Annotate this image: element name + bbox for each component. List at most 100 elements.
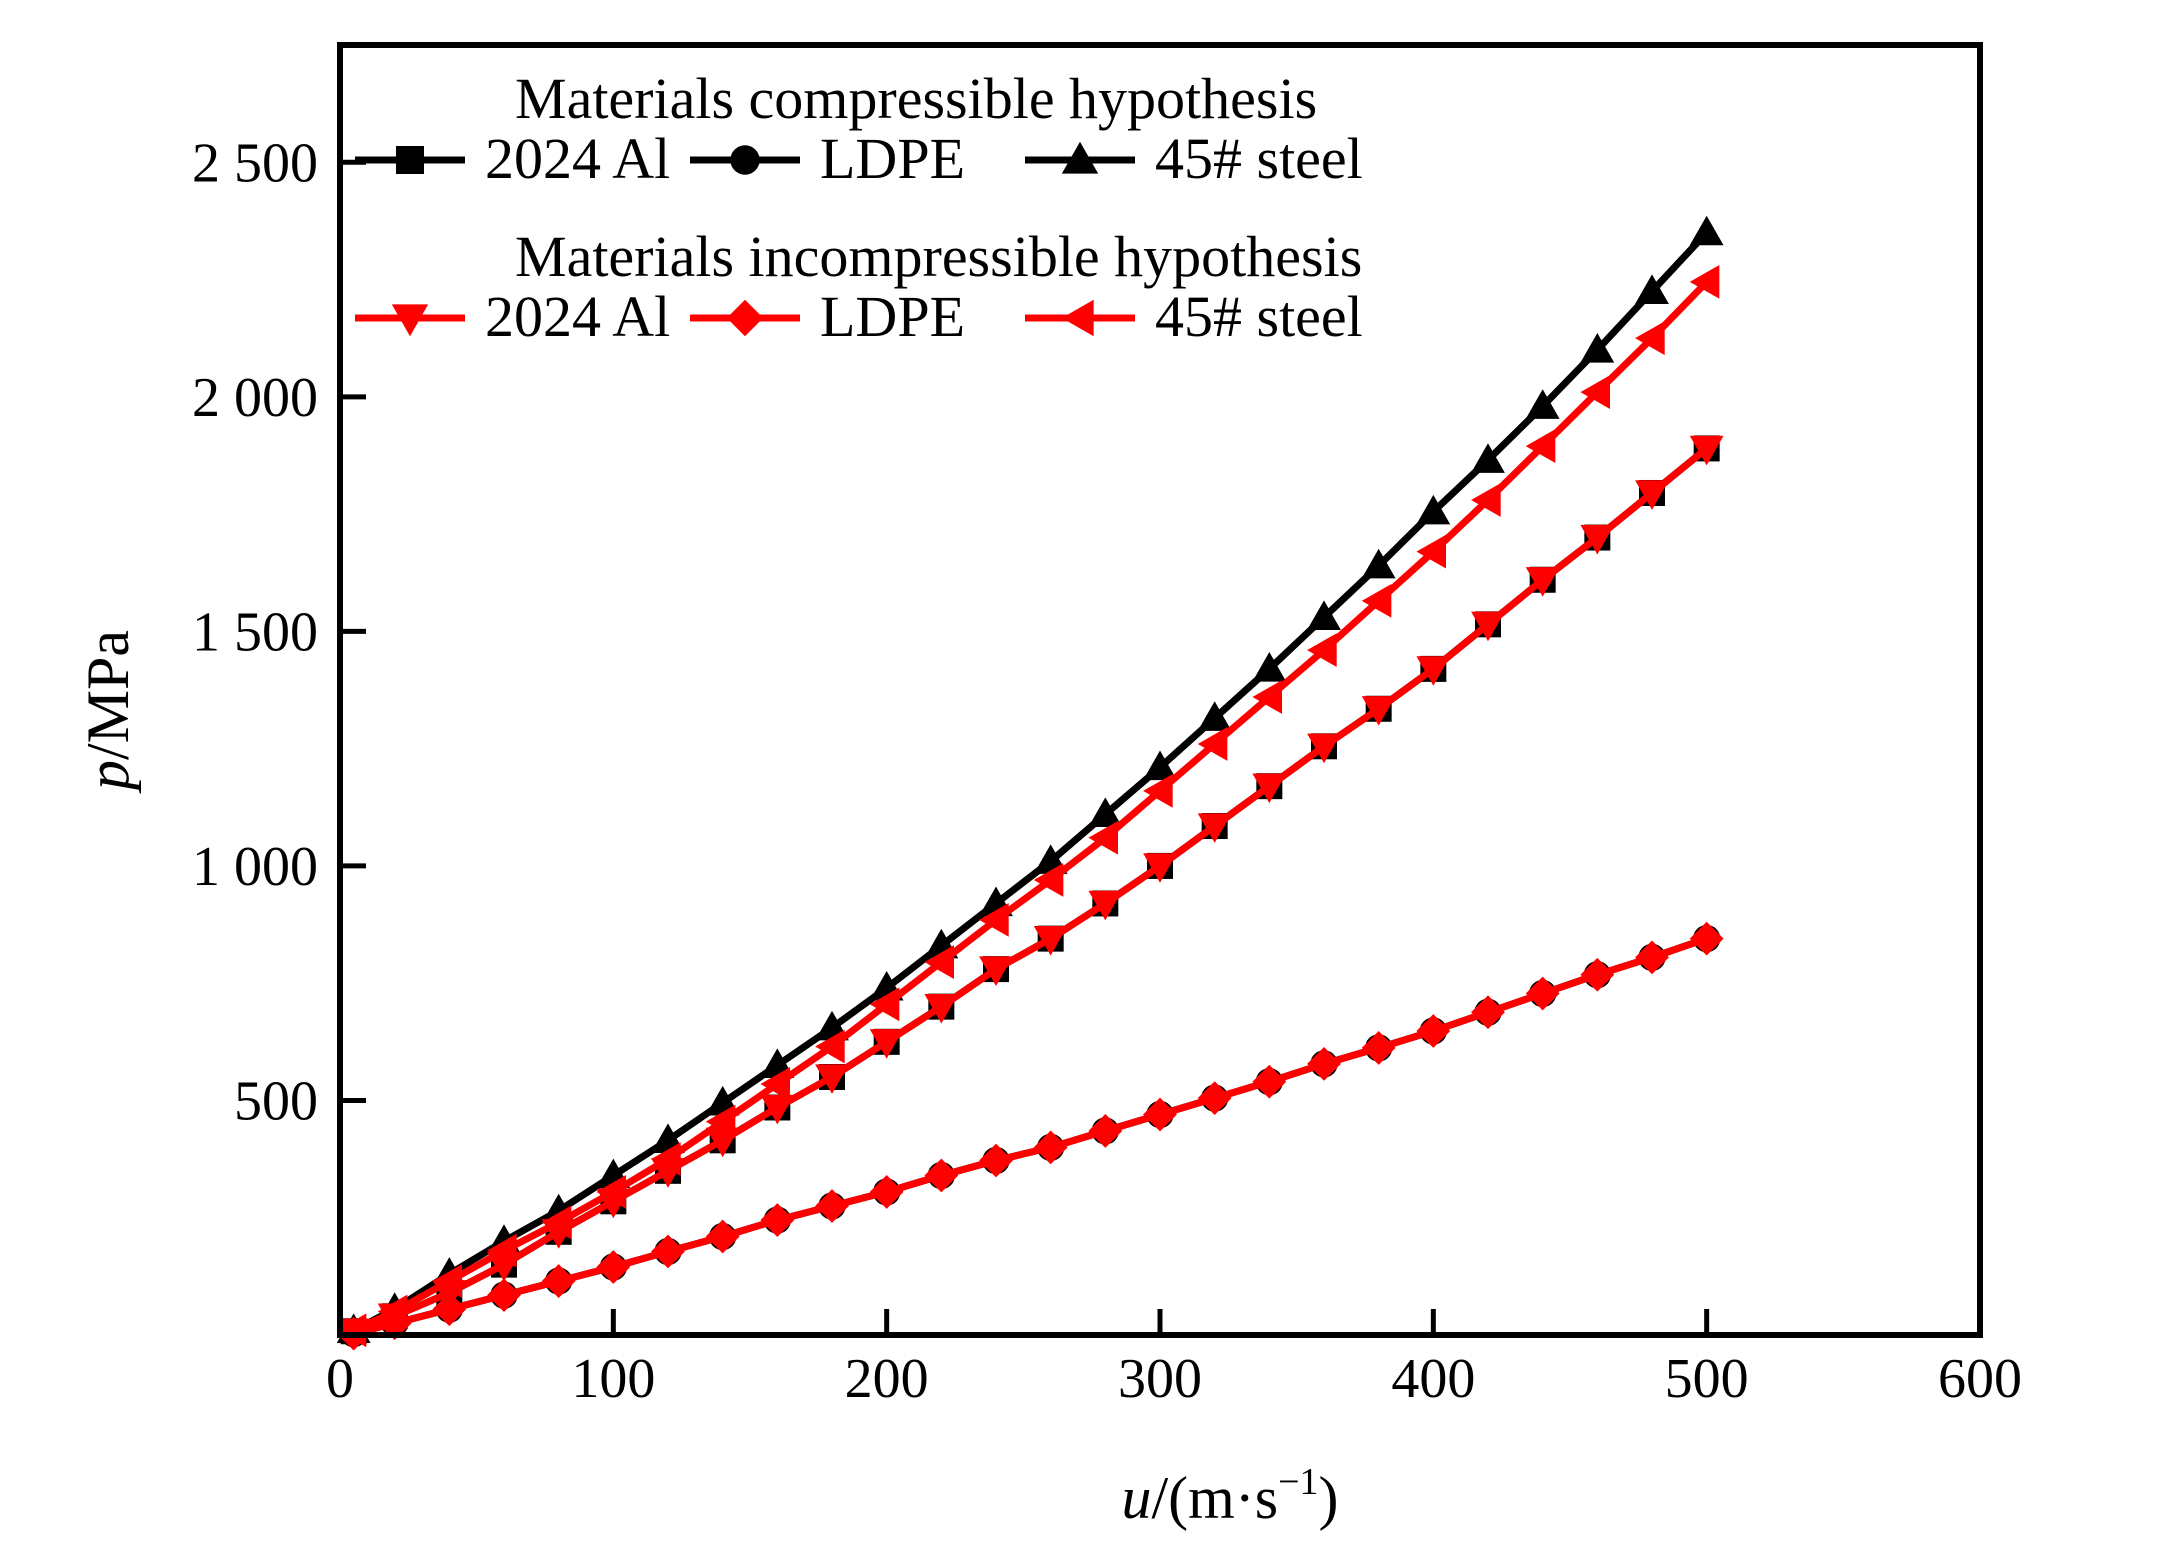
data-point-2-21 [1471, 443, 1505, 473]
data-point-5-9 [815, 1029, 845, 1064]
y-axis-var: p [75, 760, 141, 794]
data-point-4-9 [815, 1189, 849, 1223]
legend-marker-icon [726, 299, 764, 337]
data-point-3-8 [760, 1094, 795, 1125]
data-point-3-15 [1143, 853, 1177, 883]
data-point-2-17 [1252, 651, 1287, 682]
series-line-5 [352, 279, 1710, 1334]
y-tick-label: 2 000 [192, 367, 318, 429]
x-tick-label: 400 [1391, 1348, 1475, 1410]
legend-entry-label: 45# steel [1155, 126, 1363, 191]
data-point-5-8 [760, 1067, 791, 1101]
data-point-4-12 [979, 1143, 1013, 1178]
data-point-4-5 [596, 1250, 631, 1284]
data-point-5-1 [377, 1294, 408, 1329]
legend-entry-0: 2024 Al [355, 126, 670, 191]
data-point-4-25 [1689, 921, 1724, 956]
data-point-4-3 [487, 1278, 521, 1313]
data-point-5-15 [1143, 773, 1173, 808]
data-point-4-6 [651, 1234, 685, 1269]
data-point-4-7 [705, 1219, 740, 1254]
series-5 [336, 264, 1720, 1348]
data-point-2-22 [1525, 389, 1560, 419]
y-tick-label: 1 000 [192, 836, 318, 898]
legend-marker-icon [396, 146, 424, 174]
data-point-4-22 [1525, 976, 1560, 1011]
data-point-4-18 [1307, 1046, 1341, 1081]
data-point-4-19 [1361, 1031, 1396, 1065]
data-point-4-14 [1088, 1114, 1123, 1148]
series-4 [336, 921, 1724, 1351]
data-point-5-5 [596, 1175, 627, 1209]
data-point-3-24 [1635, 480, 1669, 510]
legend-marker-icon [1061, 299, 1094, 337]
data-point-4-17 [1252, 1064, 1287, 1099]
series-layer [336, 215, 1724, 1351]
legend-entry-label: 45# steel [1155, 284, 1363, 349]
x-tick-label: 300 [1118, 1348, 1202, 1410]
data-point-5-0 [336, 1313, 367, 1348]
legend-entry-4: LDPE [690, 284, 965, 349]
x-tick-label: 200 [845, 1348, 929, 1410]
y-axis-unit: /MPa [75, 630, 141, 760]
x-tick-label: 100 [571, 1348, 655, 1410]
x-axis-unit-close: ) [1319, 1465, 1339, 1531]
legend-marker-icon [730, 145, 760, 175]
data-point-3-13 [1033, 925, 1068, 956]
data-point-4-2 [432, 1292, 467, 1327]
data-point-4-8 [760, 1203, 795, 1237]
data-point-2-24 [1635, 274, 1669, 304]
data-point-3-22 [1525, 567, 1560, 597]
x-axis-unit: /(m·s [1151, 1465, 1278, 1531]
data-point-5-22 [1525, 429, 1556, 463]
data-point-5-17 [1252, 680, 1283, 714]
legend-group-title: Materials incompressible hypothesis [515, 224, 1362, 289]
x-axis-var: u [1121, 1465, 1151, 1531]
data-point-3-11 [924, 993, 959, 1024]
data-point-5-20 [1416, 534, 1447, 569]
x-tick-label: 500 [1665, 1348, 1749, 1410]
y-tick-label: 1 500 [192, 601, 318, 663]
data-point-2-23 [1580, 333, 1615, 363]
data-point-3-18 [1307, 733, 1341, 764]
legend-entry-5: 45# steel [1025, 284, 1363, 349]
data-point-4-21 [1471, 995, 1505, 1030]
data-point-5-21 [1471, 483, 1501, 517]
series-0 [340, 435, 1720, 1345]
data-point-4-20 [1416, 1014, 1451, 1048]
legend-entry-3: 2024 Al [355, 284, 670, 349]
data-point-3-10 [869, 1029, 904, 1059]
data-point-2-18 [1307, 600, 1341, 630]
data-point-5-19 [1361, 583, 1392, 618]
legend-group-title: Materials compressible hypothesis [515, 66, 1317, 131]
data-point-5-24 [1635, 321, 1665, 356]
data-point-3-21 [1471, 611, 1505, 642]
data-point-3-17 [1252, 773, 1287, 804]
data-point-5-3 [487, 1233, 517, 1268]
data-point-3-20 [1416, 656, 1451, 686]
data-point-2-16 [1197, 701, 1232, 731]
data-point-5-10 [869, 987, 900, 1022]
legend-entry-1: LDPE [690, 126, 965, 191]
data-point-5-18 [1307, 633, 1337, 668]
data-point-4-10 [869, 1175, 904, 1209]
data-point-5-12 [979, 902, 1009, 937]
legend-marker-icon [1061, 141, 1099, 174]
data-point-5-16 [1197, 727, 1228, 761]
legend-marker-icon [391, 304, 429, 337]
data-point-3-23 [1580, 524, 1615, 555]
data-point-5-6 [651, 1142, 681, 1176]
data-point-2-20 [1416, 494, 1451, 525]
legend-entry-label: 2024 Al [485, 126, 670, 191]
data-point-3-16 [1197, 813, 1232, 843]
legend-entry-label: 2024 Al [485, 284, 670, 349]
data-point-5-4 [541, 1205, 572, 1240]
data-point-5-2 [432, 1264, 463, 1298]
data-point-4-11 [924, 1158, 959, 1193]
data-point-5-13 [1033, 863, 1064, 897]
data-point-5-14 [1088, 820, 1119, 855]
data-point-4-15 [1143, 1097, 1177, 1132]
series-2 [336, 215, 1724, 1343]
data-point-2-15 [1143, 750, 1177, 781]
